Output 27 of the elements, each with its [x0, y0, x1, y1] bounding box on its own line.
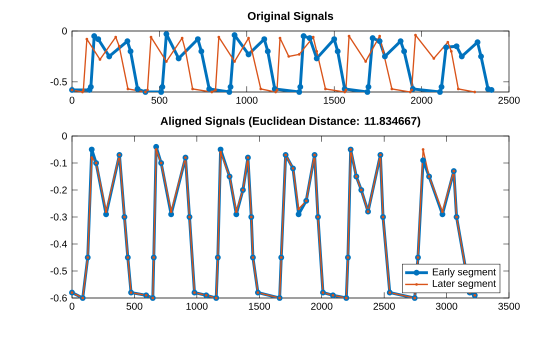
chart-title: Aligned Signals (Euclidean Distance: 11.834667) — [160, 116, 420, 128]
x-tick-label: 2000 — [410, 96, 432, 104]
legend-label: Early segment — [432, 268, 496, 278]
x-tick-label: 3500 — [498, 302, 520, 310]
y-tick-label: -0.5 — [50, 78, 67, 86]
x-tick-label: 2500 — [498, 96, 520, 104]
x-tick-label: 1000 — [236, 96, 258, 104]
y-tick-label: 0 — [62, 27, 67, 35]
x-tick-label: 500 — [126, 302, 142, 310]
x-tick-label: 1000 — [186, 302, 208, 310]
x-tick-label: 500 — [151, 96, 168, 104]
y-tick-label: -0.6 — [50, 294, 67, 302]
y-tick-label: -0.2 — [50, 186, 67, 194]
x-tick-label: 0 — [70, 302, 74, 310]
x-tick-label: 1500 — [324, 96, 345, 104]
y-tick-label: -0.4 — [50, 240, 68, 248]
y-tick-label: -0.1 — [50, 159, 67, 167]
x-tick-label: 2500 — [374, 302, 395, 310]
legend-label: Later segment — [432, 280, 496, 289]
y-tick-label: 0 — [62, 132, 67, 140]
y-tick-label: -0.5 — [50, 267, 67, 275]
x-tick-label: 0 — [70, 96, 74, 104]
x-tick-label: 1500 — [248, 302, 270, 310]
x-tick-label: 3000 — [436, 302, 458, 310]
y-tick-label: -0.3 — [50, 213, 67, 221]
x-tick-label: 2000 — [311, 302, 332, 310]
chart-title: Original Signals — [248, 12, 334, 22]
